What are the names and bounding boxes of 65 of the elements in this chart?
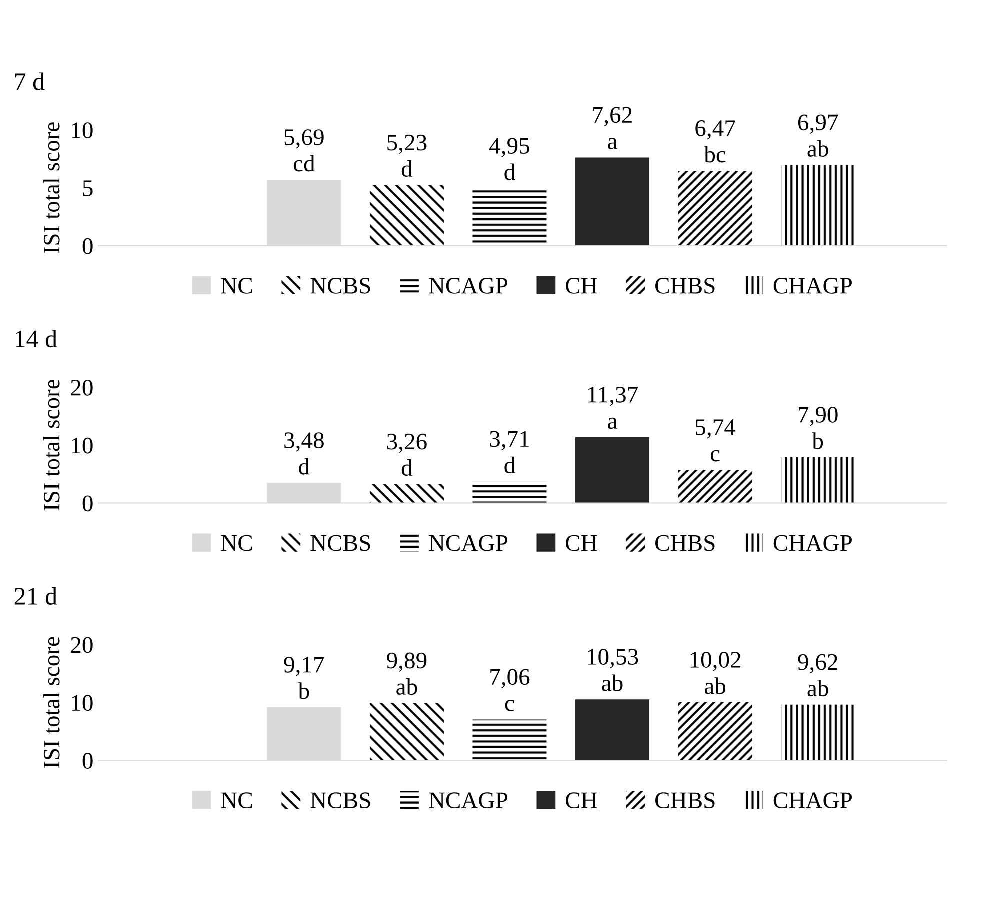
legend-label: NC [221,278,252,294]
data-label: 9,89 ab [387,652,427,696]
data-label: 5,69 cd [284,130,324,172]
legend-label: NCBS [310,278,370,294]
bar [576,700,650,761]
bar [472,482,547,504]
y-tick-label: 5 [83,180,93,196]
bar [781,458,856,504]
series-label: CHAGP [774,535,852,552]
legend-label: CHAGP [774,792,852,809]
series-label: CHBS [656,535,715,552]
data-label: 6,97 ab [798,114,838,157]
y-tick-label: 0 [82,238,93,254]
data-label: 5,23 d [388,134,427,178]
bar [370,703,444,761]
legend-label: NCAGP [429,278,508,294]
y-tick-label: 20 [71,380,93,396]
y-tick-label: 20 [71,637,93,654]
legend-label: NCAGP [429,792,508,809]
legend-label: CHBS [656,278,715,294]
bar [370,484,444,504]
series-label: NCAGP [429,535,508,552]
series-label: NCBS [310,535,370,552]
y-tick-label: 0 [82,496,93,512]
data-label: 4,95 d [490,138,530,180]
data-label: 11,37 a [588,386,638,430]
data-label: 10,53 ab [588,649,638,692]
y-axis-title: ISI total score [43,637,60,768]
legend-label: CH [566,278,598,294]
data-label: 3,26 d [387,434,427,476]
bar [678,702,752,761]
series-label: CH [566,535,598,552]
data-label: 7,90 b [798,406,838,450]
data-label: 7,62 a [593,107,632,150]
data-label: 10,02 ab [690,652,741,694]
chart-title: 14 d [16,330,58,348]
y-tick-label: 10 [72,438,93,454]
y-axis-title: ISI total score [43,122,60,254]
bar [472,720,547,761]
chart-title: 7 d [15,72,45,90]
y-tick-label: 10 [72,122,93,139]
y-tick-label: 0 [82,753,93,769]
data-label: 5,74 c [696,420,736,462]
legend-label: NCBS [310,792,370,809]
bar [576,437,650,504]
data-label: 6,47 bc [696,120,736,163]
chart-title: 21 d [14,587,58,605]
legend-label: CHBS [656,792,715,809]
bar [781,704,856,761]
bar [781,165,856,246]
y-axis-title: ISI total score [43,380,60,511]
y-tick-label: 10 [72,695,93,712]
data-label: 7,06 c [490,669,530,712]
bar [370,185,444,246]
bar [678,470,752,504]
legend-label: CH [566,792,598,809]
series-label: NC [221,535,252,552]
legend-label: CHAGP [774,278,852,294]
data-label: 3,71 d [490,431,529,474]
bar [678,171,752,246]
data-label: 9,62 ab [798,654,838,697]
data-label: 3,48 d [284,432,324,475]
bar [576,158,650,246]
legend-label: NC [221,792,252,809]
data-label: 9,17 b [284,657,324,700]
